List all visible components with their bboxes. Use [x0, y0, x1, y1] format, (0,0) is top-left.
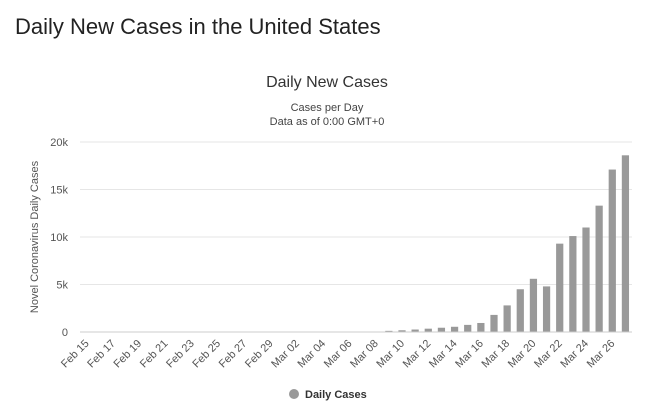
legend-label[interactable]: Daily Cases [305, 389, 367, 401]
bar[interactable] [569, 236, 577, 332]
y-tick-label: 10k [50, 232, 68, 244]
x-tick-label: Mar 08 [348, 338, 381, 371]
gridlines [80, 141, 632, 285]
bar[interactable] [424, 328, 432, 332]
x-tick-label: Mar 06 [322, 338, 355, 371]
page-title: Daily New Cases in the United States [15, 14, 381, 39]
bar[interactable] [385, 330, 393, 332]
x-tick-label: Mar 02 [269, 338, 302, 371]
x-tick-label: Mar 14 [427, 338, 460, 371]
chart-subtitle-line2: Data as of 0:00 GMT+0 [270, 116, 385, 128]
bar[interactable] [608, 169, 616, 332]
bar[interactable] [595, 205, 603, 332]
legend-marker [289, 389, 299, 399]
bar[interactable] [542, 286, 551, 332]
y-axis-label: Novel Coronavirus Daily Cases [29, 160, 41, 313]
x-tick-label: Mar 18 [480, 338, 513, 371]
x-tick-label: Mar 16 [453, 338, 486, 371]
x-tick-label: Mar 22 [532, 338, 565, 371]
x-tick-label: Mar 04 [296, 338, 329, 371]
y-axis-ticks: 0 5k 10k 15k 20k [50, 137, 68, 339]
x-tick-label: Feb 23 [164, 338, 197, 371]
bar[interactable] [529, 278, 538, 332]
bar[interactable] [490, 314, 498, 332]
bar[interactable] [464, 324, 472, 333]
x-tick-label: Feb 21 [138, 338, 171, 371]
bar[interactable] [437, 327, 446, 332]
x-tick-label: Feb 27 [217, 338, 250, 371]
bar[interactable] [503, 305, 511, 332]
x-tick-label: Feb 25 [190, 338, 223, 371]
bars [372, 155, 630, 333]
bar[interactable] [556, 243, 564, 332]
y-tick-label: 0 [62, 327, 68, 339]
x-tick-label: Mar 20 [506, 338, 539, 371]
chart-subtitle-line1: Cases per Day [291, 102, 364, 114]
x-tick-label: Mar 10 [374, 338, 407, 371]
legend[interactable]: Daily Cases [289, 389, 367, 401]
x-tick-label: Mar 26 [585, 338, 618, 371]
x-tick-label: Feb 19 [112, 338, 145, 371]
bar[interactable] [398, 330, 406, 332]
bar[interactable] [516, 289, 524, 332]
bar[interactable] [450, 326, 459, 332]
bar[interactable] [477, 322, 485, 332]
y-tick-label: 15k [50, 185, 68, 197]
y-tick-label: 5k [56, 280, 68, 292]
x-tick-label: Mar 24 [558, 338, 591, 371]
chart-title: Daily New Cases [266, 74, 388, 91]
bar[interactable] [411, 329, 419, 332]
bar[interactable] [621, 155, 630, 332]
x-tick-label: Feb 15 [59, 338, 92, 371]
x-tick-label: Feb 17 [85, 338, 118, 371]
y-tick-label: 20k [50, 137, 68, 149]
x-tick-label: Mar 12 [401, 338, 434, 371]
x-tick-label: Feb 29 [243, 338, 276, 371]
bar[interactable] [582, 227, 590, 333]
